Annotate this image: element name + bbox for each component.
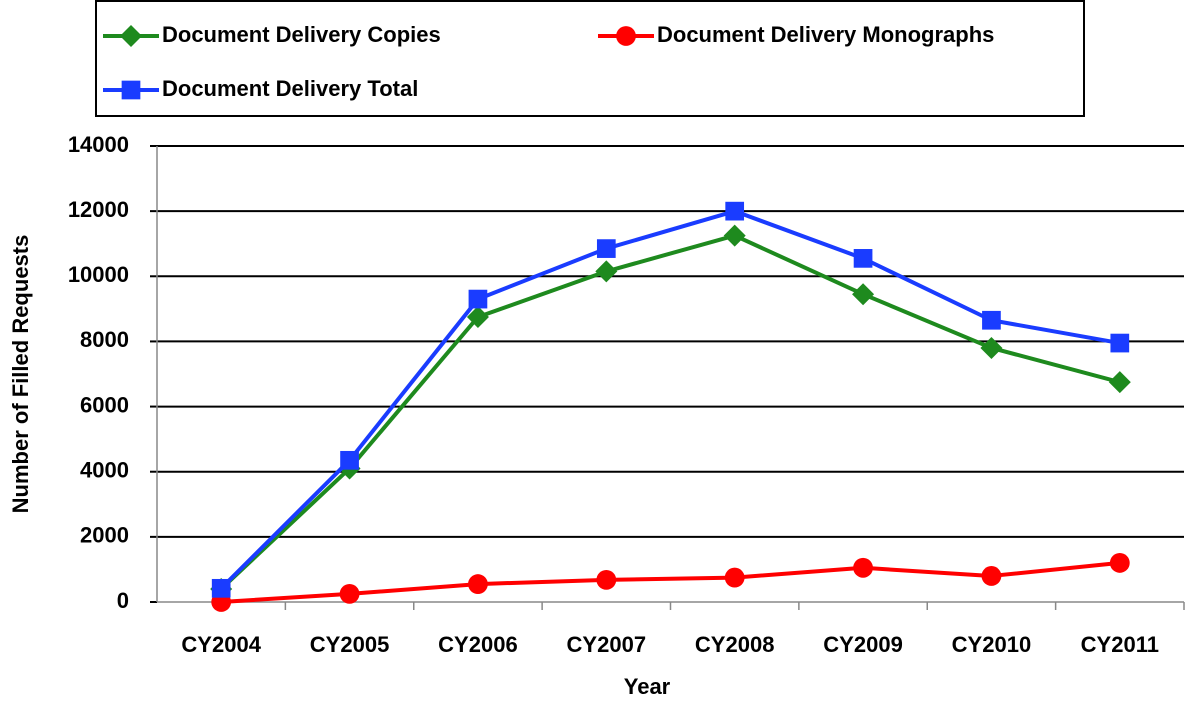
data-point — [981, 566, 1002, 586]
data-point — [340, 450, 359, 470]
x-tick-label: CY2010 — [952, 632, 1032, 657]
x-axis-label: Year — [624, 674, 671, 699]
data-point — [468, 574, 488, 594]
data-point — [211, 578, 231, 598]
y-tick-label: 4000 — [80, 458, 129, 483]
y-tick-label: 2000 — [80, 523, 129, 548]
x-tick-label: CY2008 — [695, 632, 775, 657]
legend-marker — [120, 25, 142, 47]
x-tick-label: CY2005 — [310, 632, 390, 657]
data-point — [1109, 553, 1130, 573]
data-point — [725, 201, 745, 221]
data-point — [853, 249, 873, 268]
y-tick-label: 14000 — [68, 132, 129, 157]
series-line — [221, 560, 1121, 604]
y-tick-label: 12000 — [68, 197, 129, 222]
data-point — [853, 557, 873, 578]
y-tick-label: 0 — [117, 588, 129, 613]
series-line — [219, 233, 1121, 591]
x-tick-label: CY2011 — [1081, 632, 1159, 657]
data-point — [468, 289, 488, 309]
data-point — [724, 567, 745, 588]
legend-marker — [121, 80, 141, 100]
legend-marker — [616, 26, 636, 46]
legend-label: Document Delivery Total — [162, 76, 418, 101]
y-tick-label: 8000 — [80, 327, 129, 352]
data-point — [980, 336, 1003, 359]
x-tick-label: CY2006 — [438, 632, 518, 657]
series-line — [219, 209, 1121, 590]
data-point — [1108, 371, 1131, 394]
legend-label: Document Delivery Monographs — [657, 22, 994, 47]
legend-label: Document Delivery Copies — [162, 22, 441, 47]
data-point — [596, 239, 616, 258]
x-tick-label: CY2007 — [567, 632, 647, 657]
data-point — [339, 583, 360, 604]
data-point — [466, 306, 489, 328]
data-point — [982, 310, 1001, 330]
y-tick-label: 6000 — [80, 392, 129, 417]
x-tick-label: CY2009 — [823, 632, 903, 657]
data-point — [596, 569, 617, 590]
data-point — [595, 260, 618, 283]
y-tick-label: 10000 — [68, 262, 129, 287]
data-point — [723, 224, 746, 247]
data-point — [1110, 333, 1130, 353]
data-point — [852, 283, 875, 306]
x-tick-label: CY2004 — [181, 632, 261, 657]
legend-box — [95, 0, 1085, 117]
y-axis-label: Number of Filled Requests — [8, 235, 33, 514]
